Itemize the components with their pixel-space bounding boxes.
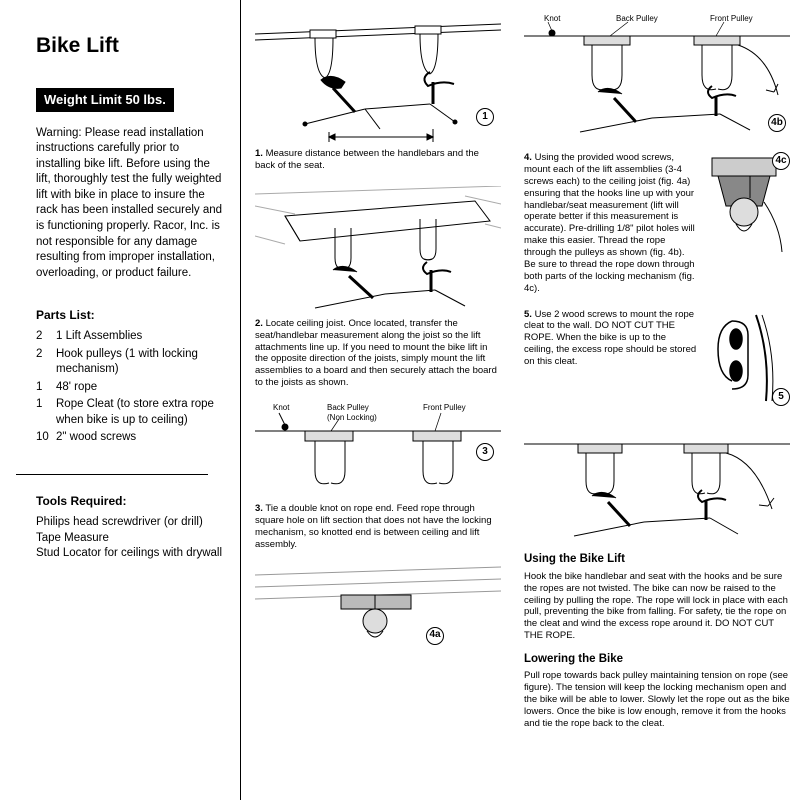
figure-number-4b: 4b (768, 114, 786, 132)
parts-row: 1Rope Cleat (to store extra rope when bi… (36, 397, 224, 430)
step-2: 2. Locate ceiling joist. Once located, t… (255, 186, 500, 389)
figure-number-4a: 4a (426, 627, 444, 645)
parts-qty: 1 (36, 380, 56, 398)
figure-using (524, 426, 790, 544)
label-knot: Knot (273, 403, 289, 413)
figure-1: 1 (255, 14, 500, 144)
parts-row: 2Hook pulleys (1 with locking mechanism) (36, 347, 224, 380)
step-3-text: 3. Tie a double knot on rope end. Feed r… (255, 503, 500, 551)
parts-desc: Hook pulleys (1 with locking mechanism) (56, 347, 224, 380)
warning-text: Warning: Please read installation instru… (36, 126, 224, 281)
parts-row: 21 Lift Assemblies (36, 329, 224, 347)
tools-required: Tools Required: Philips head screwdriver… (36, 493, 224, 562)
figure-3: Knot Back Pulley (Non Locking) Front Pul… (255, 403, 500, 499)
parts-desc: 1 Lift Assemblies (56, 329, 224, 347)
using-text: Hook the bike handlebar and seat with th… (524, 571, 790, 642)
parts-qty: 1 (36, 397, 56, 430)
label-back-pulley: Back Pulley (Non Locking) (327, 403, 377, 423)
parts-qty: 2 (36, 347, 56, 380)
figure-4b-block: Knot Back Pulley Front Pulley (524, 14, 790, 144)
parts-row: 148' rope (36, 380, 224, 398)
figure-number-1: 1 (476, 108, 494, 126)
using-heading: Using the Bike Lift (524, 552, 790, 566)
figure-5: 5 (706, 309, 790, 413)
page-title: Bike Lift (36, 32, 224, 60)
parts-qty: 2 (36, 329, 56, 347)
step-4-text: 4. Using the provided wood screws, mount… (524, 152, 698, 295)
weight-limit-badge: Weight Limit 50 lbs. (36, 88, 174, 112)
figure-4a-block: 4a (255, 565, 500, 647)
divider (16, 474, 208, 475)
label-back-4b: Back Pulley (616, 14, 658, 24)
lowering-text: Pull rope towards back pulley maintainin… (524, 670, 790, 729)
middle-column: 1 1. Measure distance between the handle… (240, 0, 510, 800)
tool-item: Stud Locator for ceilings with drywall (36, 546, 224, 562)
label-front-pulley: Front Pulley (423, 403, 466, 413)
figure-4b: Knot Back Pulley Front Pulley (524, 14, 790, 144)
figure-number-3: 3 (476, 443, 494, 461)
step-4: 4. Using the provided wood screws, mount… (524, 152, 790, 295)
right-column: Knot Back Pulley Front Pulley (510, 0, 800, 800)
step-1-text: 1. Measure distance between the handleba… (255, 148, 500, 172)
left-column: Bike Lift Weight Limit 50 lbs. Warning: … (0, 0, 240, 800)
step-1: 1 1. Measure distance between the handle… (255, 14, 500, 172)
tools-label: Tools Required: (36, 493, 224, 509)
parts-desc: 48' rope (56, 380, 224, 398)
tool-item: Tape Measure (36, 531, 224, 547)
label-front-4b: Front Pulley (710, 14, 753, 24)
parts-qty: 10 (36, 430, 56, 448)
step-5-text: 5. Use 2 wood screws to mount the rope c… (524, 309, 698, 413)
parts-row: 102" wood screws (36, 430, 224, 448)
lowering-heading: Lowering the Bike (524, 652, 790, 666)
label-knot-4b: Knot (544, 14, 560, 24)
tool-item: Philips head screwdriver (or drill) (36, 515, 224, 531)
using-figure-block (524, 426, 790, 544)
parts-desc: Rope Cleat (to store extra rope when bik… (56, 397, 224, 430)
figure-number-4c: 4c (772, 152, 790, 170)
figure-2 (255, 186, 500, 314)
parts-desc: 2" wood screws (56, 430, 224, 448)
step-5: 5. Use 2 wood screws to mount the rope c… (524, 309, 790, 413)
parts-list: Parts List: 21 Lift Assemblies2Hook pull… (36, 307, 224, 448)
parts-list-label: Parts List: (36, 307, 224, 323)
figure-4c: 4c (706, 152, 790, 295)
step-2-text: 2. Locate ceiling joist. Once located, t… (255, 318, 500, 389)
figure-4a: 4a (255, 565, 500, 647)
step-3: Knot Back Pulley (Non Locking) Front Pul… (255, 403, 500, 551)
